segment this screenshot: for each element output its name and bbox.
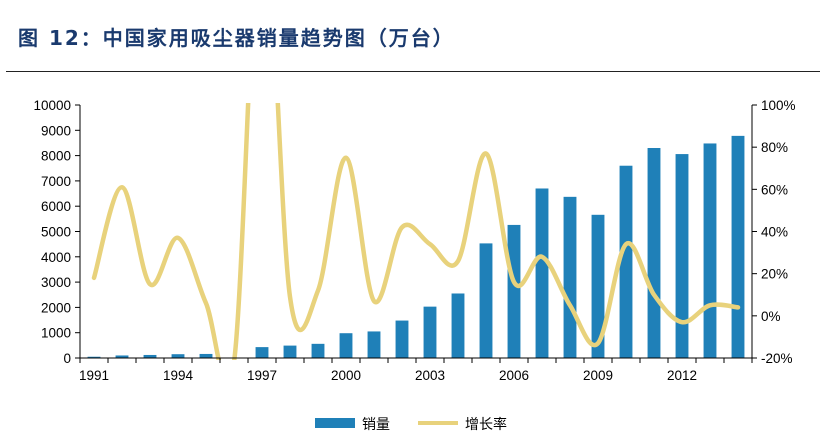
bar-series [87,135,745,358]
bar [255,347,269,358]
y2-tick-label: 20% [761,267,788,282]
bar [115,355,129,358]
bar [535,188,549,358]
legend-swatch-bar [315,418,355,428]
bar [171,354,185,358]
x-tick-label: 2012 [667,368,697,383]
bar [675,154,689,358]
x-tick-label: 2006 [499,368,529,383]
y-tick-label: 5000 [41,225,71,240]
bar [143,354,157,358]
bar [367,331,381,358]
x-tick-label: 1991 [79,368,109,383]
y2-tick-label: -20% [761,351,793,366]
y2-tick-label: 40% [761,225,788,240]
bar [283,345,297,358]
bar [87,356,101,358]
y-tick-label: 10000 [33,98,71,113]
bar [507,224,521,358]
x-tick-label: 2003 [415,368,445,383]
bar [647,148,661,358]
chart-axes: 0 1000 2000 3000 4000 5000 6000 7000 8000 9000 100… [33,98,795,383]
growth-line [91,103,741,360]
y-tick-label: 6000 [41,199,71,214]
x-tick-label: 1997 [247,368,277,383]
bar [619,165,633,358]
title-divider [6,71,820,72]
y-tick-label: 8000 [41,149,71,164]
y2-tick-label: 100% [761,98,796,113]
y2-tick-label: 0% [761,309,781,324]
bar [479,243,493,358]
y-tick-label: 0 [63,351,71,366]
y-tick-label: 1000 [41,326,71,341]
x-tick-label: 2009 [583,368,613,383]
y-tick-label: 7000 [41,174,71,189]
y-tick-label: 3000 [41,275,71,290]
page-title: 图 12：中国家用吸尘器销量趋势图（万台） [18,26,455,50]
y-tick-label: 4000 [41,250,71,265]
bar [339,333,353,358]
bar [395,320,409,358]
bar [451,293,465,358]
bar [731,135,745,358]
chart-legend: 销量 增长率 [315,416,507,433]
bar [703,143,717,358]
y-tick-label: 2000 [41,300,71,315]
line-series [91,103,741,360]
x-tick-label: 1994 [163,368,194,383]
legend-label-line: 增长率 [465,416,507,433]
bar [311,343,325,358]
y2-tick-label: 60% [761,182,788,197]
x-tick-label: 2000 [331,368,361,383]
y-tick-label: 9000 [41,123,71,138]
bar [199,353,213,358]
bar [423,306,437,358]
legend-label-bar: 销量 [362,417,390,433]
y2-tick-label: 80% [761,140,788,155]
bar [563,196,577,358]
bar [591,214,605,358]
